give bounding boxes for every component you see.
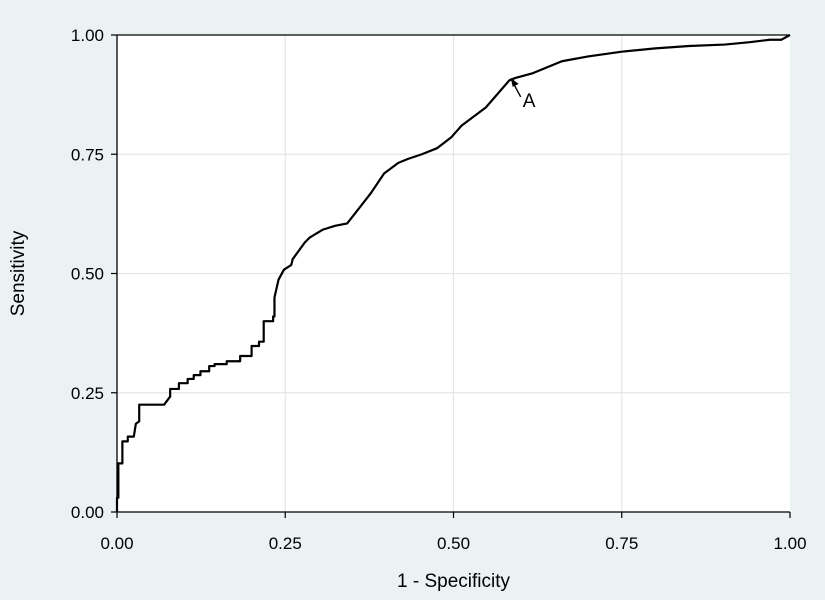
y-axis-title: Sensitivity: [8, 230, 29, 316]
x-tick-label: 0.50: [437, 534, 470, 553]
annotation-label: A: [523, 91, 536, 112]
x-tick-label: 0.25: [269, 534, 302, 553]
y-tick-label: 0.50: [71, 265, 104, 284]
axes: 0.00 0.25 0.50 0.75 1.00 0.00 0.25 0.50 0.75 1.00: [71, 26, 807, 553]
annotation-a: A: [510, 77, 536, 112]
x-tick-label: 1.00: [773, 534, 806, 553]
series-group: [115, 34, 791, 512]
roc-curve: [115, 34, 791, 512]
y-tick-label: 1.00: [71, 26, 104, 45]
y-tick-label: 0.25: [71, 384, 104, 403]
gridlines: [117, 35, 790, 512]
arrow-head-icon: [510, 77, 519, 87]
y-tick-label: 0.00: [71, 503, 104, 522]
x-axis-title: 1 - Specificity: [397, 571, 510, 592]
x-tick-label: 0.75: [605, 534, 638, 553]
annotation-group: A: [510, 77, 536, 112]
x-tick-label: 0.00: [100, 534, 133, 553]
y-tick-label: 0.75: [71, 145, 104, 164]
annotation-arrow: [513, 83, 522, 98]
